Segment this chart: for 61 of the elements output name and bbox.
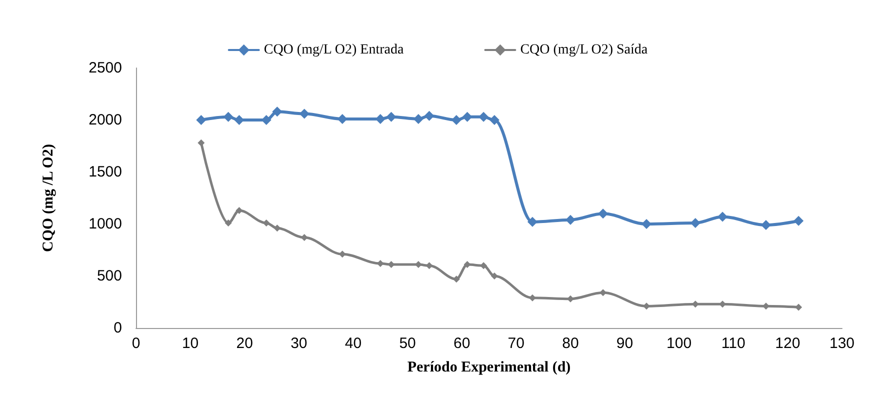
point <box>262 219 270 226</box>
point <box>338 250 346 258</box>
point <box>760 220 771 230</box>
x-tick-label: 120 <box>775 335 800 352</box>
point <box>478 112 489 122</box>
point <box>690 218 700 228</box>
point <box>462 112 472 122</box>
x-tick-label: 30 <box>290 335 308 352</box>
point <box>641 219 652 229</box>
point <box>490 272 498 280</box>
point <box>718 212 728 222</box>
point <box>261 115 272 125</box>
point <box>300 234 308 242</box>
point <box>528 294 536 302</box>
point <box>795 304 802 311</box>
x-tick-label: 10 <box>182 335 199 352</box>
point <box>451 115 462 125</box>
point <box>794 216 804 226</box>
point <box>426 262 433 270</box>
point <box>565 214 576 225</box>
point <box>489 115 500 125</box>
y-tick-label: 500 <box>96 268 122 284</box>
x-axis-title: Período Experimental (d) <box>407 360 571 376</box>
y-axis-title: CQO (mg /L O2) <box>40 144 56 252</box>
point <box>236 206 243 214</box>
x-tick-label: 100 <box>666 335 692 352</box>
point <box>386 112 396 122</box>
point <box>464 261 471 268</box>
legend-label: CQO (mg/L O2) Entrada <box>264 42 404 58</box>
y-tick-label: 2000 <box>88 112 122 128</box>
point <box>337 114 348 124</box>
x-tick-label: 110 <box>721 335 746 352</box>
point <box>452 276 460 283</box>
legend-label: CQO (mg/L O2) Saída <box>520 42 648 58</box>
y-tick-label: 0 <box>114 320 122 336</box>
point <box>272 106 282 117</box>
y-tick-label: 1500 <box>88 164 122 180</box>
x-tick-label: 60 <box>454 335 470 352</box>
x-tick-label: 90 <box>616 335 634 352</box>
point <box>196 115 206 125</box>
point <box>598 208 608 219</box>
point <box>480 262 488 270</box>
x-tick-label: 0 <box>132 335 140 352</box>
x-tick-label: 80 <box>562 335 579 352</box>
point <box>234 115 244 125</box>
x-tick-label: 70 <box>508 335 524 352</box>
point <box>424 110 434 121</box>
x-tick-label: 130 <box>829 335 855 352</box>
x-tick-label: 20 <box>236 335 253 352</box>
point <box>299 108 310 119</box>
x-tick-label: 50 <box>399 335 416 352</box>
point <box>413 114 424 124</box>
y-tick-label: 2500 <box>88 60 122 76</box>
point <box>224 219 232 226</box>
point <box>274 224 281 232</box>
point <box>223 112 234 122</box>
point <box>388 261 395 268</box>
x-tick-label: 40 <box>344 335 362 352</box>
point <box>198 139 205 146</box>
point <box>527 216 538 227</box>
y-tick-label: 1000 <box>88 216 122 232</box>
